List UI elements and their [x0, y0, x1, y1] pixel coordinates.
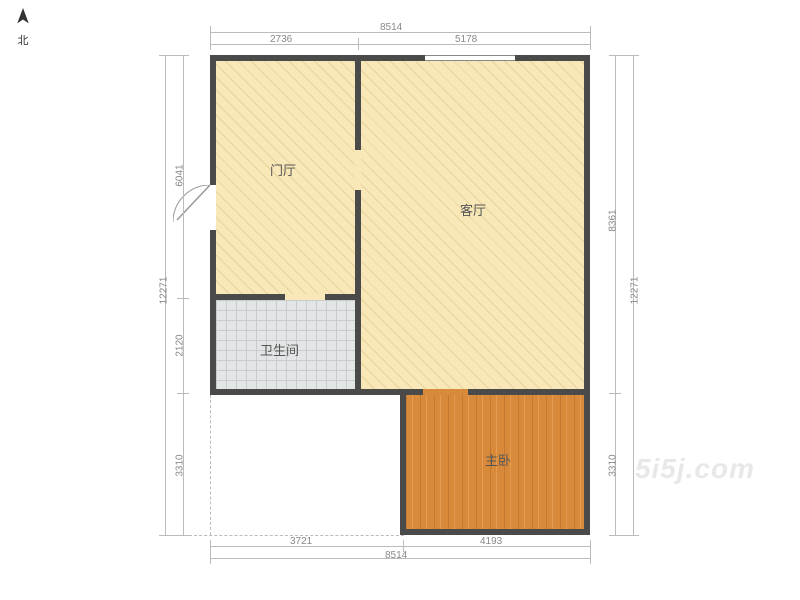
- dim-left-mid: 2120: [175, 334, 186, 356]
- dash-left-ext: [189, 535, 404, 536]
- dim-right-total: 12271: [629, 277, 640, 305]
- room-bed-label: 主卧: [485, 450, 511, 469]
- watermark: 5i5j.com: [635, 453, 755, 485]
- dim-bottom-total: 8514: [385, 550, 407, 561]
- room-living: [355, 55, 590, 395]
- dimtick-left-3: [177, 393, 189, 394]
- dimtick-left-4: [159, 535, 189, 536]
- window-living: [425, 55, 515, 61]
- door-hall-living: [355, 150, 361, 190]
- dimtick-top-2: [358, 38, 359, 50]
- dim-left-total: 12271: [158, 277, 169, 305]
- dim-top-right: 5178: [455, 34, 477, 45]
- door-swing-icon: [173, 185, 215, 230]
- dimtick-right-1: [609, 55, 639, 56]
- dim-right-lower: 3310: [608, 454, 619, 476]
- dimtick-left-2: [177, 298, 189, 299]
- dim-left-lower: 3310: [175, 454, 186, 476]
- door-hall-bath: [285, 294, 325, 300]
- room-living-label: 客厅: [460, 200, 486, 219]
- dimline-top-inner: [210, 44, 590, 45]
- dimtick-left-1: [159, 55, 189, 56]
- dim-top-left: 2736: [270, 34, 292, 45]
- floor-plan: 客厅 门厅 卫生间 主卧 8514 2736 5178 12271 6041: [155, 30, 645, 560]
- dim-right-upper: 8361: [608, 209, 619, 231]
- compass: 北: [8, 8, 38, 48]
- dim-bottom-right: 4193: [480, 536, 502, 547]
- dim-bottom-left: 3721: [290, 536, 312, 547]
- dimtick-top-1: [210, 26, 211, 50]
- dimtick-right-2: [609, 393, 621, 394]
- room-hall-label: 门厅: [270, 160, 296, 179]
- compass-label: 北: [18, 32, 29, 48]
- door-living-bed: [423, 389, 468, 395]
- wall-bath-living: [355, 300, 361, 395]
- compass-arrow-icon: [12, 8, 34, 31]
- dimtick-bot-1: [210, 540, 211, 564]
- dash-left-ext2: [210, 395, 211, 535]
- dimline-bottom-inner: [210, 546, 590, 547]
- dimtick-right-3: [609, 535, 639, 536]
- dim-left-upper: 6041: [175, 164, 186, 186]
- dim-top-total: 8514: [380, 22, 402, 33]
- dimtick-top-3: [590, 26, 591, 50]
- wall-under-bath: [355, 389, 406, 395]
- dimtick-bot-3: [590, 540, 591, 564]
- room-bath-label: 卫生间: [260, 340, 299, 359]
